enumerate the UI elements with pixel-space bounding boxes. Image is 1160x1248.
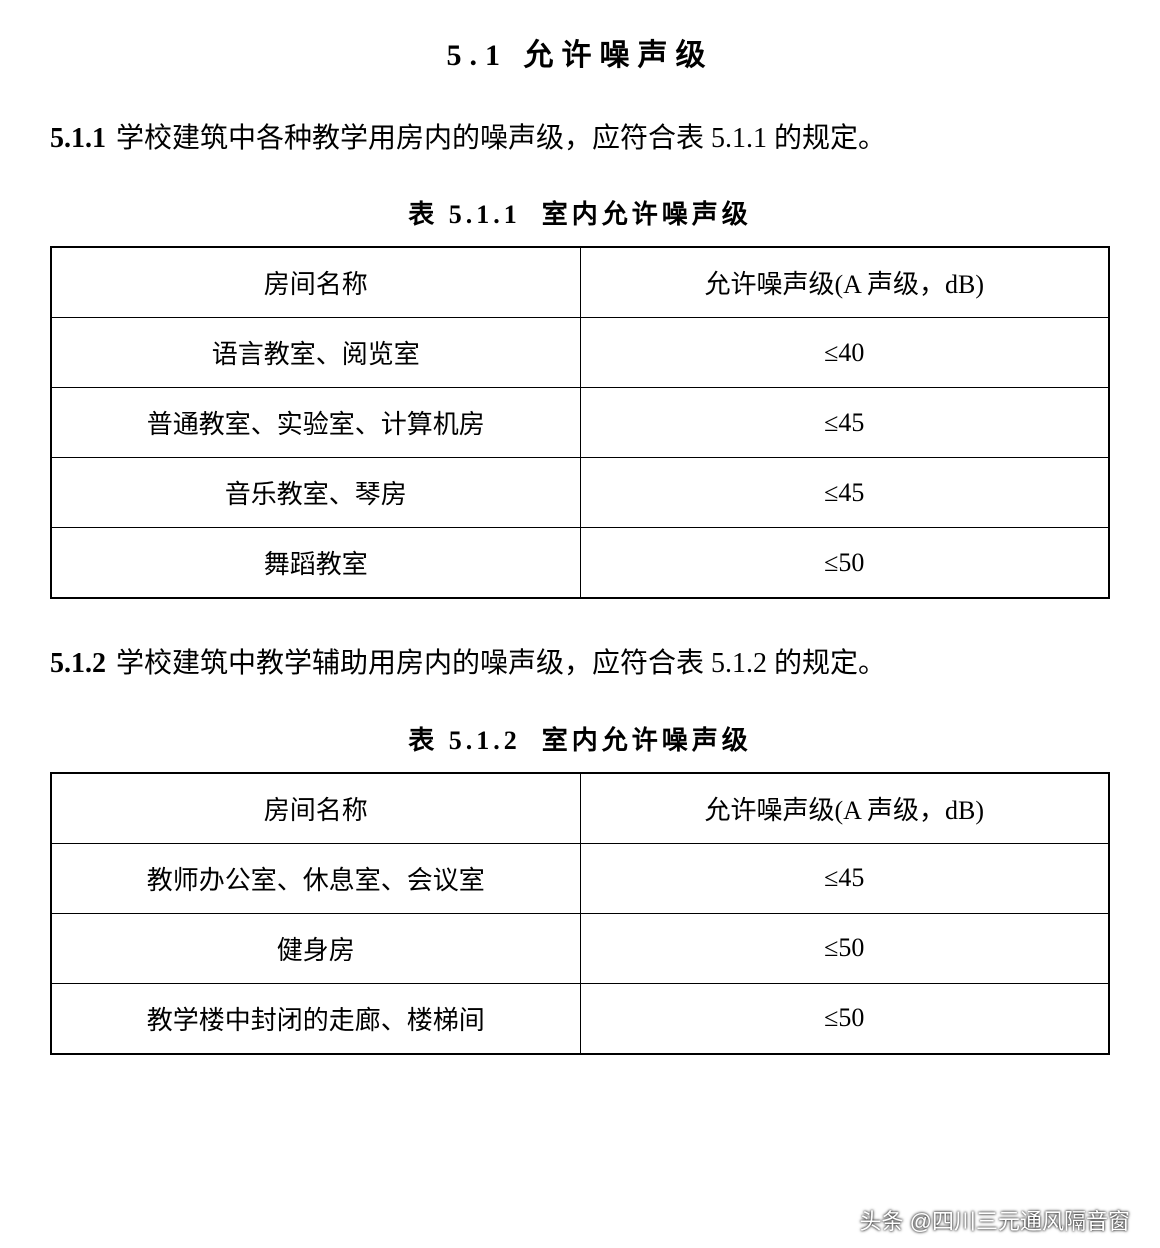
table-cell: 健身房 <box>51 913 580 983</box>
table-row: 健身房 ≤50 <box>51 913 1109 983</box>
table-row: 舞蹈教室 ≤50 <box>51 528 1109 599</box>
section-number: 5.1 <box>447 39 509 72</box>
table-cell: ≤50 <box>580 528 1109 599</box>
table-caption-prefix: 表 5.1.2 <box>408 726 521 755</box>
table-row: 教师办公室、休息室、会议室 ≤45 <box>51 843 1109 913</box>
table-cell: ≤40 <box>580 318 1109 388</box>
table-cell: ≤45 <box>580 458 1109 528</box>
table-caption-title: 室内允许噪声级 <box>542 726 752 755</box>
clause-number: 5.1.1 <box>50 123 106 154</box>
table-5-1-1: 房间名称 允许噪声级(A 声级，dB) 语言教室、阅览室 ≤40 普通教室、实验… <box>50 246 1110 599</box>
clause-text: 学校建筑中教学辅助用房内的噪声级，应符合表 5.1.2 的规定。 <box>116 648 886 679</box>
table-cell: ≤45 <box>580 843 1109 913</box>
table-cell: 语言教室、阅览室 <box>51 318 580 388</box>
table-row: 语言教室、阅览室 ≤40 <box>51 318 1109 388</box>
table-cell: ≤50 <box>580 913 1109 983</box>
clause-5-1-2: 5.1.2 学校建筑中教学辅助用房内的噪声级，应符合表 5.1.2 的规定。 <box>50 639 1110 689</box>
clause-number: 5.1.2 <box>50 648 106 679</box>
table-header-cell: 允许噪声级(A 声级，dB) <box>580 773 1109 844</box>
table-header-cell: 房间名称 <box>51 247 580 318</box>
table-caption-prefix: 表 5.1.1 <box>408 200 521 229</box>
table-cell: 音乐教室、琴房 <box>51 458 580 528</box>
table-cell: 普通教室、实验室、计算机房 <box>51 388 580 458</box>
table-row: 教学楼中封闭的走廊、楼梯间 ≤50 <box>51 983 1109 1054</box>
table-5-1-2-caption: 表 5.1.2 室内允许噪声级 <box>50 720 1110 757</box>
table-5-1-2: 房间名称 允许噪声级(A 声级，dB) 教师办公室、休息室、会议室 ≤45 健身… <box>50 772 1110 1055</box>
table-header-cell: 允许噪声级(A 声级，dB) <box>580 247 1109 318</box>
table-cell: ≤50 <box>580 983 1109 1054</box>
section-title-text: 允许噪声级 <box>524 39 714 72</box>
table-row: 普通教室、实验室、计算机房 ≤45 <box>51 388 1109 458</box>
table-cell: 教师办公室、休息室、会议室 <box>51 843 580 913</box>
table-cell: ≤45 <box>580 388 1109 458</box>
table-cell: 舞蹈教室 <box>51 528 580 599</box>
clause-5-1-1: 5.1.1 学校建筑中各种教学用房内的噪声级，应符合表 5.1.1 的规定。 <box>50 114 1110 164</box>
table-header-row: 房间名称 允许噪声级(A 声级，dB) <box>51 247 1109 318</box>
table-header-row: 房间名称 允许噪声级(A 声级，dB) <box>51 773 1109 844</box>
table-cell: 教学楼中封闭的走廊、楼梯间 <box>51 983 580 1054</box>
watermark-text: 头条 @四川三元通风隔音窗 <box>860 1204 1130 1236</box>
table-row: 音乐教室、琴房 ≤45 <box>51 458 1109 528</box>
table-caption-title: 室内允许噪声级 <box>542 200 752 229</box>
table-header-cell: 房间名称 <box>51 773 580 844</box>
clause-text: 学校建筑中各种教学用房内的噪声级，应符合表 5.1.1 的规定。 <box>116 123 886 154</box>
section-title: 5.1 允许噪声级 <box>50 30 1110 74</box>
table-5-1-1-caption: 表 5.1.1 室内允许噪声级 <box>50 194 1110 231</box>
